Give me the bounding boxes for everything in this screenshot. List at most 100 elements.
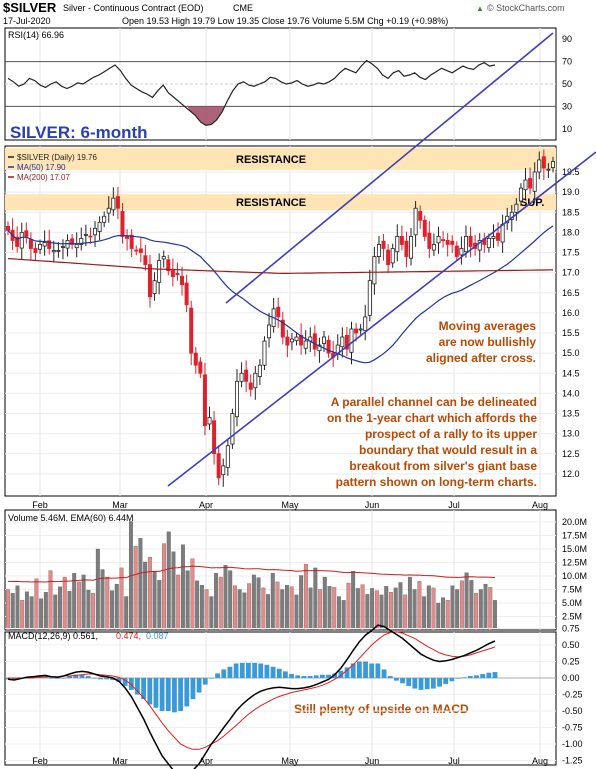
macd-histogram-bar (209, 678, 214, 679)
volume-bar (176, 574, 181, 631)
candle-body (376, 244, 381, 257)
macd-signal-label: 0.474, (116, 631, 141, 641)
channel-lines (167, 32, 596, 487)
macd-histogram-bar (258, 663, 264, 678)
candle-body (134, 249, 139, 252)
candle-body (340, 336, 345, 348)
volume-bar (341, 600, 346, 631)
exchange: CME (233, 3, 253, 13)
candle-body (212, 420, 217, 455)
x-month-label: Jul (448, 500, 460, 510)
chart-title: SILVER: 6-month (10, 123, 148, 142)
macd-histogram-bar (252, 662, 257, 678)
candle-body (28, 239, 33, 249)
volume-bar (422, 596, 427, 631)
macd-histogram-bar (350, 663, 356, 678)
macd-tick: 0.25 (562, 657, 580, 667)
candle-body (111, 197, 116, 211)
resistance-band (5, 194, 556, 211)
volume-bar (374, 590, 379, 631)
candle-body (528, 178, 533, 189)
macd-histogram-bar (91, 678, 97, 679)
volume-bar (119, 567, 124, 631)
volume-bar (48, 570, 53, 631)
macd-histogram-bar (381, 669, 387, 678)
macd-histogram-bar (110, 678, 116, 680)
volume-tick: 15.0M (562, 544, 587, 554)
ma50-line (7, 225, 554, 364)
x-month-label: May (281, 500, 299, 510)
candle-body (523, 179, 528, 191)
volume-bar (39, 598, 44, 631)
price-tick: 16.5 (562, 288, 580, 298)
candle-body (427, 232, 432, 249)
volume-bar (289, 586, 294, 631)
volume-bar (407, 576, 412, 631)
macd-tick: -0.50 (562, 706, 583, 716)
channel-annotation-line: on the 1-year chart which affords the (327, 411, 537, 425)
copyright: © StockCharts.com (487, 3, 565, 13)
volume-bar (266, 594, 270, 631)
volume-bar (488, 587, 493, 631)
x-month-label: Mar (112, 500, 128, 510)
volume-bar (6, 589, 10, 631)
macd-histogram-bar (172, 678, 177, 713)
macd-histogram-bar (430, 678, 436, 689)
candle-body (477, 240, 482, 251)
volume-bar (34, 578, 39, 631)
candle-body (120, 211, 125, 237)
candle-body (289, 338, 294, 343)
macd-histogram-bar (449, 678, 455, 682)
volume-tick: 12.5M (562, 558, 587, 568)
rsi-tick: 10 (562, 124, 572, 134)
volume-bar (162, 543, 166, 631)
date: 17-Jul-2020 (3, 16, 51, 26)
candle-body (303, 340, 308, 349)
resistance-label: RESISTANCE (236, 154, 306, 166)
macd-histogram-bar (128, 678, 134, 690)
macd-line (7, 624, 496, 769)
volume-bar (313, 567, 318, 631)
volume-bar (86, 589, 91, 631)
candle-body (24, 230, 29, 237)
volume-tick: 7.5M (562, 585, 582, 595)
candle-body (189, 307, 194, 354)
macd-panel: MACD(12,26,9) 0.561, 0.474, 0.087 Still … (5, 624, 583, 769)
price-tick: 15.0 (562, 348, 580, 358)
volume-bar (43, 592, 48, 631)
candle-body (225, 445, 230, 468)
macd-histogram-bar (276, 668, 282, 678)
x-month-label: Feb (32, 500, 48, 510)
volume-label: Volume 5.46M, EMA(60) 6.44M (8, 513, 134, 523)
macd-label: MACD(12,26,9) 0.561, (8, 631, 98, 641)
volume-bar (138, 538, 143, 631)
volume-bar (412, 589, 417, 631)
candle-body (56, 250, 61, 252)
candle-body (60, 246, 65, 248)
x-month-label-bottom: Jul (448, 756, 460, 766)
volume-bar (185, 570, 190, 631)
macd-histogram-bar (135, 678, 140, 695)
macd-histogram-bar (295, 675, 301, 678)
x-month-label-bottom: Mar (112, 756, 128, 766)
candle-body (88, 235, 93, 238)
macd-histogram-bar (474, 675, 479, 678)
volume-ema-line (7, 565, 496, 583)
macd-histogram-bar (289, 674, 294, 678)
rsi-tick: 50 (562, 79, 572, 89)
macd-histogram-bar (480, 674, 486, 678)
candle-body (147, 264, 152, 298)
candle-body (15, 236, 20, 247)
channel-annotation-line: breakout from silver's giant base (349, 459, 537, 473)
macd-histogram-bar (11, 678, 17, 680)
candle-body (33, 248, 38, 253)
resistance-band (5, 147, 556, 170)
price-tick: 15.5 (562, 328, 580, 338)
candle-body (358, 328, 363, 331)
volume-bar (294, 594, 299, 631)
volume-bar (242, 592, 247, 631)
macd-histogram-bar (227, 666, 233, 678)
price-tick: 13.0 (562, 429, 580, 439)
symbol: $SILVER (3, 0, 57, 15)
